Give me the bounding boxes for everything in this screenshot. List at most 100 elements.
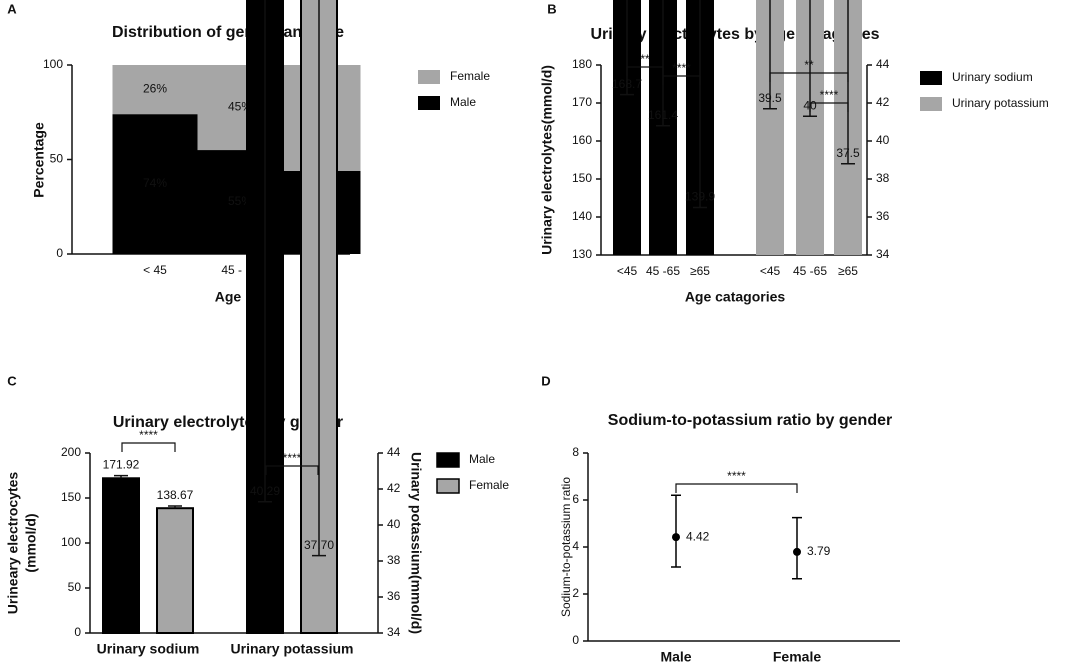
y-tick-label: 4 (572, 539, 579, 553)
legend-swatch (436, 478, 460, 494)
panel-letter: C (7, 373, 17, 388)
y2-tick-label: 40 (876, 133, 890, 147)
x-tick-label: Male (660, 649, 691, 663)
x-tick-label: ≥65 (690, 264, 710, 278)
y-axis-label: (mmol/d) (23, 513, 39, 572)
y-axis-label: Sodium-to-potassium ratio (559, 477, 573, 617)
y-tick-label: 130 (572, 247, 592, 261)
y-tick-label: 100 (61, 535, 81, 549)
value-label: 138.67 (157, 488, 194, 502)
x-axis-label: Age (215, 289, 242, 305)
y2-tick-label: 42 (876, 95, 890, 109)
x-tick-label: Female (773, 649, 821, 663)
legend-swatch (418, 96, 440, 110)
chart-title: Urinary electrolytes by gender (113, 414, 343, 431)
panel-letter: B (547, 1, 556, 16)
y2-tick-label: 42 (387, 481, 401, 495)
value-label: 3.79 (807, 544, 831, 558)
legend-swatch (920, 97, 942, 111)
y-tick-label: 100 (43, 57, 63, 71)
y-tick-label: 6 (572, 492, 579, 506)
value-label: 4.42 (686, 529, 710, 543)
y2-tick-label: 34 (387, 625, 401, 639)
y2-tick-label: 36 (876, 209, 890, 223)
point (672, 533, 680, 542)
point (793, 547, 801, 556)
bar (102, 477, 140, 634)
significance-bracket (662, 75, 701, 85)
y-tick-label: 2 (572, 586, 579, 600)
y-tick-label: 8 (572, 445, 579, 459)
chart-title: Sodium-to-potassium ratio by gender (608, 412, 892, 429)
significance-bracket (265, 465, 319, 475)
value-label: 37.70 (304, 538, 334, 552)
x-tick-label: 45 -65 (793, 264, 827, 278)
x-tick-label: ≥65 (838, 264, 858, 278)
y-tick-label: 140 (572, 209, 592, 223)
y-tick-label: 160 (572, 133, 592, 147)
legend-label: Male (450, 95, 476, 109)
value-label: 168.7 (612, 77, 642, 91)
legend-label: Female (469, 478, 509, 492)
x-axis-label: Age catagories (685, 289, 786, 305)
y-axis-label: Urineary electrocytes (5, 472, 21, 615)
error-bar (258, 0, 272, 503)
y2-tick-label: 44 (387, 445, 401, 459)
significance-bracket (675, 483, 798, 493)
y-tick-label: 170 (572, 95, 592, 109)
x-tick-label: < 45 (143, 263, 167, 277)
bar (156, 507, 194, 634)
y2-tick-label: 38 (387, 553, 401, 567)
y2-tick-label: 38 (876, 171, 890, 185)
error-bar (656, 0, 670, 127)
legend-label: Female (450, 69, 490, 83)
error-bar (168, 505, 182, 509)
value-label: 171.92 (103, 458, 140, 472)
y-tick-label: 180 (572, 57, 592, 71)
significance-label: **** (727, 469, 746, 483)
error-bar (114, 474, 128, 479)
panel-letter: D (541, 373, 550, 388)
x-tick-label: <45 (617, 264, 638, 278)
legend-label: Urinary potassium (952, 96, 1049, 110)
value-label: 74% (143, 176, 167, 190)
legend-swatch (418, 70, 440, 84)
error-bar (671, 494, 681, 568)
y-tick-label: 150 (572, 171, 592, 185)
y-axis-label: Urinary electrolytes(mmol/d) (539, 65, 555, 255)
error-bar (803, 0, 817, 118)
y-tick-label: 0 (572, 633, 579, 647)
y-tick-label: 50 (50, 152, 64, 166)
y-tick-label: 200 (61, 445, 81, 459)
chart-title: Distribution of gender and age (112, 24, 344, 41)
y-tick-label: 0 (56, 246, 63, 260)
value-label: 37.5 (836, 146, 860, 160)
y2-tick-label: 36 (387, 589, 401, 603)
y2-tick-label: 34 (876, 247, 890, 261)
value-label: 40.29 (250, 484, 280, 498)
value-label: 161.4 (648, 108, 678, 122)
error-bar (312, 0, 326, 557)
significance-label: ** (640, 52, 650, 66)
significance-label: **** (820, 88, 839, 102)
error-bar (693, 0, 707, 209)
value-label: 39.5 (758, 91, 782, 105)
error-bar (841, 0, 855, 165)
bar (112, 65, 198, 115)
panel-letter: A (7, 1, 17, 16)
significance-label: **** (283, 451, 302, 465)
significance-label: **** (139, 428, 158, 442)
bar (112, 114, 198, 254)
x-tick-label: <45 (760, 264, 781, 278)
significance-bracket (809, 102, 849, 112)
significance-bracket (769, 72, 849, 82)
legend-swatch (436, 452, 460, 468)
legend-label: Urinary sodium (952, 70, 1033, 84)
error-bar (763, 0, 777, 110)
error-bar (620, 0, 634, 96)
x-tick-label: Urinary potassium (231, 641, 354, 657)
x-tick-label: Urinary sodium (97, 641, 200, 657)
y2-axis-label: Urinary potassium(mmol/d) (408, 452, 424, 634)
y-tick-label: 150 (61, 490, 81, 504)
